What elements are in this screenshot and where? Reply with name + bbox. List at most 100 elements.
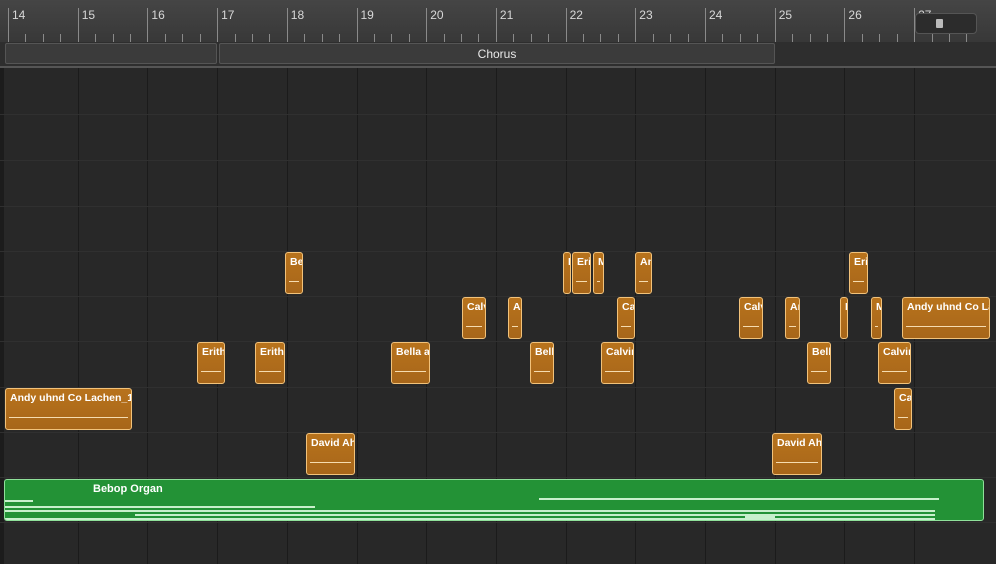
bar-number: 18	[290, 8, 305, 22]
marker-region[interactable]: Chorus	[219, 43, 775, 64]
bar-tick	[77, 8, 79, 42]
audio-region[interactable]: M	[563, 252, 571, 294]
lane-divider	[0, 387, 996, 388]
audio-region[interactable]: Erith	[197, 342, 225, 384]
audio-region[interactable]: Be	[285, 252, 303, 294]
region-label: M	[876, 301, 881, 313]
region-label: Bell	[535, 346, 554, 358]
audio-region[interactable]: Ar	[785, 297, 800, 339]
beat-tick	[304, 34, 306, 42]
region-label: Be	[290, 256, 303, 268]
bar-tick	[8, 8, 9, 42]
lane-divider	[0, 206, 996, 207]
region-label: M	[568, 256, 570, 268]
beat-tick	[583, 34, 585, 42]
beat-tick	[687, 34, 689, 42]
bar-tick	[844, 8, 846, 42]
marker-region[interactable]	[5, 43, 217, 64]
audio-region[interactable]: Calv	[462, 297, 486, 339]
region-label: David Ah	[777, 437, 822, 449]
midi-note	[5, 506, 310, 508]
beat-tick	[42, 34, 44, 42]
beat-tick	[251, 34, 253, 42]
audio-region[interactable]: M	[593, 252, 604, 294]
beat-tick	[95, 34, 97, 42]
audio-region[interactable]: Bell	[530, 342, 554, 384]
bar-number: 17	[221, 8, 235, 22]
midi-region[interactable]: Bebop Organ	[4, 479, 984, 521]
bar-grid-line	[217, 68, 219, 564]
audio-region[interactable]: Eri	[849, 252, 868, 294]
region-label: Bella ac	[396, 346, 430, 358]
beat-tick	[129, 34, 131, 42]
bar-number: 21	[499, 8, 514, 22]
audio-region[interactable]: Calv	[739, 297, 763, 339]
audio-region[interactable]: Bell	[807, 342, 831, 384]
audio-region[interactable]: Ca	[617, 297, 635, 339]
beat-tick	[199, 34, 201, 42]
audio-region[interactable]: Bella ac	[391, 342, 430, 384]
bar-number: 20	[430, 8, 444, 22]
beat-tick	[896, 34, 898, 42]
region-label: Eri	[854, 256, 868, 268]
bar-number: 16	[151, 8, 165, 22]
lane-divider	[0, 251, 996, 252]
ruler[interactable]: 1415161718192021222324252627	[0, 0, 996, 43]
audio-region[interactable]: M	[840, 297, 848, 339]
audio-region[interactable]: Andy uhnd Co La	[902, 297, 990, 339]
region-label: Ca	[622, 301, 635, 313]
beat-tick	[321, 34, 323, 42]
region-label: Erith	[260, 346, 284, 358]
lane-divider	[0, 477, 996, 478]
beat-tick	[548, 34, 550, 42]
waveform	[875, 326, 878, 327]
waveform	[289, 281, 299, 282]
bar-grid-line	[426, 68, 428, 564]
region-label: Andy uhnd Co La	[907, 301, 990, 313]
audio-region[interactable]: Ca	[894, 388, 912, 430]
bar-tick	[286, 8, 288, 42]
audio-region[interactable]: An	[635, 252, 652, 294]
midi-note	[295, 506, 315, 508]
audio-region[interactable]: M	[871, 297, 882, 339]
audio-region[interactable]: Erith	[255, 342, 285, 384]
slider-knob[interactable]	[936, 19, 943, 28]
beat-tick	[269, 34, 271, 42]
region-label: David Ah	[311, 437, 355, 449]
beat-tick	[443, 34, 445, 42]
bar-tick	[705, 8, 706, 42]
midi-note	[539, 498, 939, 500]
lane-divider	[0, 432, 996, 433]
waveform	[605, 371, 630, 372]
beat-tick	[652, 34, 654, 42]
waveform	[597, 281, 600, 282]
region-label: Calv	[744, 301, 762, 313]
audio-region[interactable]: Calvin	[878, 342, 911, 384]
beat-tick	[391, 34, 393, 42]
zoom-slider[interactable]	[915, 13, 977, 34]
bar-number: 24	[709, 8, 723, 22]
audio-region[interactable]: Eri	[572, 252, 591, 294]
audio-region[interactable]: David Ah	[772, 433, 822, 475]
bar-tick	[426, 8, 428, 42]
region-label: Eri	[577, 256, 591, 268]
waveform	[898, 417, 908, 418]
audio-region[interactable]: Andy uhnd Co Lachen_1.	[5, 388, 132, 430]
beat-tick	[948, 34, 950, 42]
waveform	[201, 371, 221, 372]
region-label: Calvin	[606, 346, 633, 358]
beat-tick	[739, 34, 741, 42]
audio-region[interactable]: David Ah	[306, 433, 355, 475]
audio-region[interactable]: Ar	[508, 297, 522, 339]
beat-tick	[617, 34, 619, 42]
beat-tick	[722, 34, 724, 42]
bar-grid-line	[705, 68, 706, 564]
beat-tick	[826, 34, 828, 42]
region-label: Andy uhnd Co Lachen_1.	[10, 392, 132, 404]
bar-tick	[635, 8, 637, 42]
waveform	[639, 281, 648, 282]
audio-region[interactable]: Calvin	[601, 342, 634, 384]
bar-tick	[495, 8, 497, 42]
region-label: Ar	[790, 301, 799, 313]
